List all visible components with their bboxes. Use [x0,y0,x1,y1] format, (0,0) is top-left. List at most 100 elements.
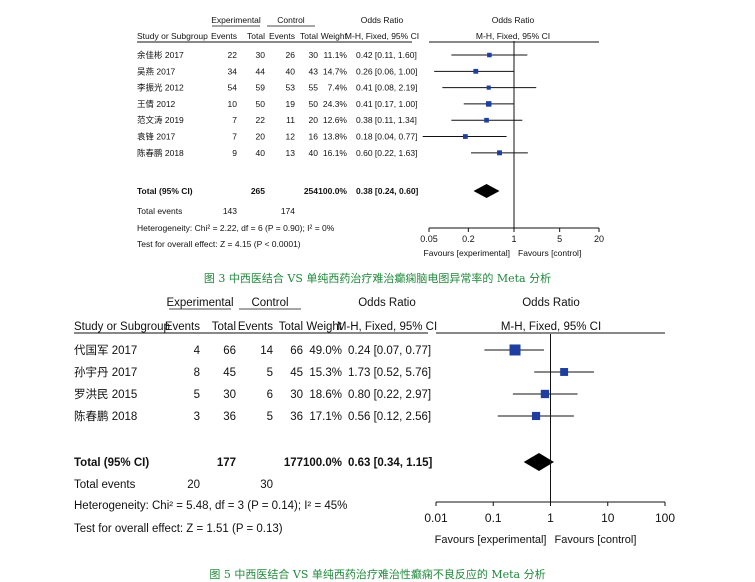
weight-value: 24.3% [323,99,348,109]
header-ctl-total: Total [300,31,318,41]
favours-control-label: Favours [control] [555,534,637,546]
total-label: Total (95% CI) [74,457,149,469]
total-or-ci: 0.63 [0.34, 1.15] [348,457,433,469]
total-label: Total (95% CI) [137,186,193,196]
total-ctl-n: 177 [284,457,303,469]
weight-value: 18.6% [309,389,342,401]
header-odds-ratio-plot: Odds Ratio [492,15,535,25]
ctl-total: 30 [309,50,319,60]
point-estimate-square [462,134,468,139]
favours-experimental-label: Favours [experimental] [435,534,547,546]
header-weight: Weight [321,31,348,41]
weight-value: 11.1% [324,50,348,60]
exp-total: 66 [223,345,236,357]
weight-value: 12.6% [323,115,348,125]
header-plot-method: M-H, Fixed, 95% CI [476,31,550,41]
or-ci-value: 0.56 [0.12, 2.56] [348,411,431,423]
header-experimental: Experimental [166,297,233,309]
ctl-total: 20 [309,115,319,125]
header-plot-method: M-H, Fixed, 95% CI [501,321,601,333]
or-ci-value: 0.41 [0.08, 2.19] [356,83,417,93]
header-study: Study or Subgroup [137,31,208,41]
exp-total: 44 [256,66,266,76]
header-exp-total: Total [212,321,236,333]
ctl-total: 66 [290,345,303,357]
exp-events: 7 [232,132,237,142]
point-estimate-square [473,68,479,74]
weight-value: 13.8% [323,132,348,142]
exp-total: 30 [256,50,266,60]
exp-events: 34 [228,66,238,76]
total-exp-n: 265 [251,186,265,196]
ctl-events: 5 [267,411,273,423]
study-name: 李振光 2012 [137,83,184,93]
heterogeneity-text: Heterogeneity: Chi² = 2.22, df = 6 (P = … [137,223,335,233]
ctl-total: 36 [290,411,303,423]
or-ci-value: 1.73 [0.52, 5.76] [348,367,431,379]
study-name: 吴燕 2017 [137,66,176,76]
total-events-ctl: 30 [260,479,273,491]
study-name: 王倩 2012 [137,99,176,109]
point-estimate-square [497,150,502,156]
header-odds-ratio: Odds Ratio [361,15,404,25]
header-or-method: M-H, Fixed, 95% CI [337,321,437,333]
ctl-events: 19 [286,99,296,109]
x-axis-tick-label: 1 [511,234,516,244]
exp-events: 9 [232,148,237,158]
weight-value: 17.1% [309,411,342,423]
exp-events: 7 [232,115,237,125]
ctl-total: 43 [309,66,319,76]
exp-events: 3 [194,411,200,423]
study-name: 孙宇丹 2017 [74,366,137,379]
or-ci-value: 0.42 [0.11, 1.60] [356,50,417,60]
point-estimate-square [509,344,521,356]
exp-events: 4 [194,345,201,357]
ctl-events: 12 [286,132,296,142]
favours-experimental-label: Favours [experimental] [424,248,510,258]
x-axis-tick-label: 10 [601,511,615,525]
weight-value: 15.3% [309,367,342,379]
favours-control-label: Favours [control] [518,248,581,258]
exp-events: 8 [194,367,200,379]
study-name: 余佳彬 2017 [137,50,184,60]
ctl-events: 14 [260,345,273,357]
point-estimate-square [532,411,541,421]
ctl-total: 40 [309,148,319,158]
figure-5-caption: 图 5 中西医结合 VS 单纯西药治疗难治性癫痫不良反应的 Meta 分析 [209,568,546,581]
exp-events: 22 [228,50,238,60]
or-ci-value: 0.38 [0.11, 1.34] [356,115,417,125]
total-events-label: Total events [137,206,182,216]
point-estimate-square [560,368,569,376]
exp-events: 5 [194,389,200,401]
ctl-events: 40 [286,66,296,76]
header-exp-events: Events [211,31,237,41]
exp-total: 45 [223,367,236,379]
exp-total: 40 [256,148,266,158]
header-or-method: M-H, Fixed, 95% CI [345,31,419,41]
point-estimate-square [486,85,491,90]
total-exp-n: 177 [217,457,236,469]
x-axis-tick-label: 0.1 [485,511,502,525]
header-exp-total: Total [247,31,265,41]
x-axis-tick-label: 20 [594,234,604,244]
study-name: 袁锋 2017 [137,132,176,142]
ctl-total: 16 [309,132,319,142]
ctl-events: 5 [267,367,273,379]
header-ctl-events: Events [269,31,295,41]
or-ci-value: 0.24 [0.07, 0.77] [348,345,431,357]
header-ctl-events: Events [238,321,273,333]
weight-value: 14.7% [323,66,348,76]
weight-value: 16.1% [323,148,348,158]
overall-effect-text: Test for overall effect: Z = 1.51 (P = 0… [74,523,283,535]
ctl-total: 30 [290,389,303,401]
ctl-total: 45 [290,367,303,379]
or-ci-value: 0.26 [0.06, 1.00] [356,66,417,76]
header-control: Control [277,15,305,25]
study-name: 范文涛 2019 [137,115,184,125]
exp-total: 22 [256,115,266,125]
or-ci-value: 0.60 [0.22, 1.63] [356,148,417,158]
weight-value: 49.0% [309,345,342,357]
study-name: 陈春鹏 2018 [74,409,137,423]
ctl-events: 6 [267,389,273,401]
total-ctl-n: 254 [304,186,318,196]
